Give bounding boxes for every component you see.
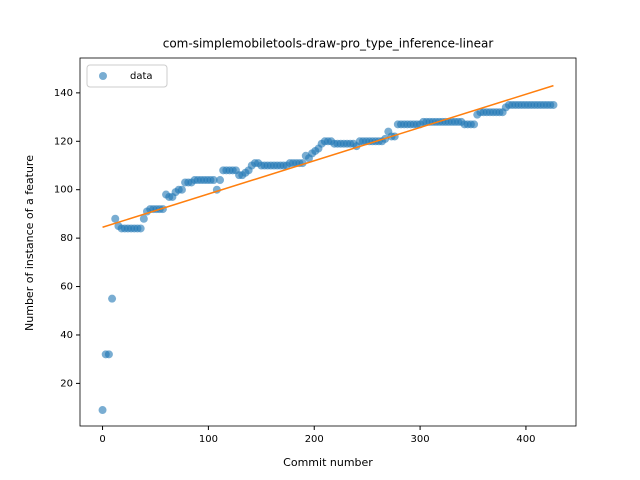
x-tick-label: 100 (199, 434, 218, 445)
y-tick-label: 20 (60, 378, 73, 389)
y-axis-label: Number of instance of a feature (23, 155, 36, 331)
fit-line (102, 84, 554, 228)
data-point (177, 185, 186, 194)
x-tick-label: 300 (411, 434, 430, 445)
x-tick-label: 400 (516, 434, 535, 445)
chart-title: com-simplemobiletools-draw-pro_type_infe… (163, 37, 494, 51)
data-point (98, 406, 107, 415)
data-point (139, 214, 148, 223)
data-point (470, 120, 479, 129)
y-tick-label: 120 (54, 136, 73, 147)
data-point (209, 176, 218, 185)
legend-box (86, 64, 168, 88)
data-point (216, 176, 225, 185)
x-tick-label: 0 (99, 434, 105, 445)
y-tick-label: 140 (54, 88, 73, 99)
legend-label: data (130, 71, 153, 82)
data-point (549, 100, 558, 109)
data-point (104, 350, 113, 359)
data-point (108, 294, 117, 303)
y-tick-label: 60 (60, 282, 73, 293)
y-tick-label: 100 (54, 185, 73, 196)
data-point (111, 214, 120, 223)
x-tick-label: 200 (305, 434, 324, 445)
x-axis-label: Commit number (283, 456, 373, 469)
plot-frame (79, 57, 577, 427)
y-tick-label: 80 (60, 233, 73, 244)
y-tick-label: 40 (60, 330, 73, 341)
legend-marker (99, 72, 107, 80)
data-point (136, 224, 145, 233)
